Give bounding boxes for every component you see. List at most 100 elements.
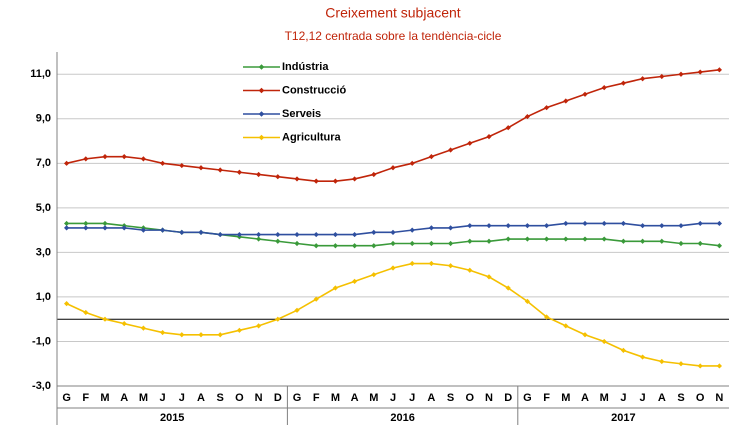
year-label: 2016 <box>390 412 414 424</box>
data-point <box>678 71 684 77</box>
legend-marker <box>258 111 265 117</box>
x-tick-label: S <box>217 392 224 404</box>
data-point <box>332 178 338 184</box>
data-point <box>659 73 665 80</box>
data-point <box>198 229 204 235</box>
data-point <box>179 229 185 235</box>
y-tick-label: 5,0 <box>36 202 51 214</box>
y-tick-label: 1,0 <box>36 291 51 303</box>
data-point <box>236 327 242 333</box>
data-point <box>371 229 377 235</box>
x-tick-label: J <box>620 392 626 404</box>
data-point <box>505 125 511 131</box>
x-tick-label: M <box>600 392 609 404</box>
data-point <box>409 160 415 166</box>
chart-subtitle: Creixement subjacent <box>325 5 461 21</box>
data-point <box>524 113 530 120</box>
data-point <box>256 231 262 238</box>
legend-label: Agricultura <box>282 131 342 143</box>
data-point <box>428 225 434 231</box>
data-point <box>697 363 703 369</box>
data-point <box>217 332 223 338</box>
x-tick-label: F <box>313 392 320 404</box>
data-point <box>448 240 454 247</box>
data-point <box>659 358 665 365</box>
x-tick-label: M <box>561 392 570 404</box>
year-label: 2017 <box>611 412 635 424</box>
data-point <box>102 225 108 231</box>
legend-marker <box>258 64 265 70</box>
data-point <box>659 238 665 244</box>
data-point <box>313 243 319 249</box>
data-point <box>83 309 89 316</box>
data-point <box>697 240 703 247</box>
data-point <box>160 160 166 166</box>
data-point <box>390 165 396 171</box>
x-tick-label: J <box>179 392 185 404</box>
x-tick-label: D <box>504 392 512 404</box>
data-point <box>716 363 722 369</box>
x-tick-label: O <box>466 392 475 404</box>
data-point <box>467 223 473 229</box>
data-point <box>179 332 185 338</box>
legend-marker <box>258 87 265 94</box>
x-tick-label: O <box>696 392 705 404</box>
data-point <box>716 220 722 227</box>
year-label: 2015 <box>160 412 184 424</box>
x-tick-label: O <box>235 392 244 404</box>
x-tick-label: A <box>581 392 589 404</box>
data-point <box>697 220 703 227</box>
data-point <box>352 231 358 238</box>
data-point <box>486 223 492 229</box>
x-tick-label: J <box>409 392 415 404</box>
data-point <box>64 301 70 307</box>
x-tick-label: J <box>160 392 166 404</box>
data-point <box>294 240 300 247</box>
data-point <box>467 267 473 273</box>
data-point <box>409 260 415 267</box>
data-point <box>601 220 607 227</box>
data-point <box>486 274 492 280</box>
data-point <box>294 307 300 313</box>
data-point <box>256 236 262 242</box>
data-point <box>716 67 722 73</box>
data-point <box>256 323 262 329</box>
data-point <box>294 176 300 182</box>
data-point <box>102 316 108 322</box>
data-point <box>563 220 569 227</box>
data-point <box>313 178 319 184</box>
y-tick-label: 7,0 <box>36 157 51 169</box>
data-point <box>64 160 70 166</box>
data-point <box>140 325 146 331</box>
series-line <box>66 69 720 182</box>
data-point <box>409 227 415 233</box>
data-point <box>198 332 204 338</box>
data-point <box>352 176 358 182</box>
data-point <box>390 229 396 235</box>
data-point <box>620 80 626 86</box>
data-point <box>294 231 300 238</box>
data-point <box>64 220 70 227</box>
data-point <box>371 171 377 178</box>
data-point <box>640 354 646 360</box>
x-tick-label: F <box>543 392 550 404</box>
x-tick-label: A <box>197 392 205 404</box>
data-point <box>563 98 569 104</box>
data-point <box>428 154 434 160</box>
data-point <box>313 231 319 238</box>
x-tick-label: N <box>715 392 723 404</box>
data-point <box>659 223 665 229</box>
data-point <box>83 225 89 231</box>
data-point <box>140 156 146 162</box>
data-point <box>256 171 262 178</box>
data-point <box>563 323 569 329</box>
data-point <box>544 105 550 111</box>
x-tick-label: S <box>677 392 684 404</box>
data-point <box>371 272 377 278</box>
x-tick-label: A <box>658 392 666 404</box>
data-point <box>428 240 434 247</box>
x-tick-label: N <box>255 392 263 404</box>
data-point <box>448 147 454 153</box>
data-point <box>236 169 242 175</box>
x-tick-label: J <box>640 392 646 404</box>
